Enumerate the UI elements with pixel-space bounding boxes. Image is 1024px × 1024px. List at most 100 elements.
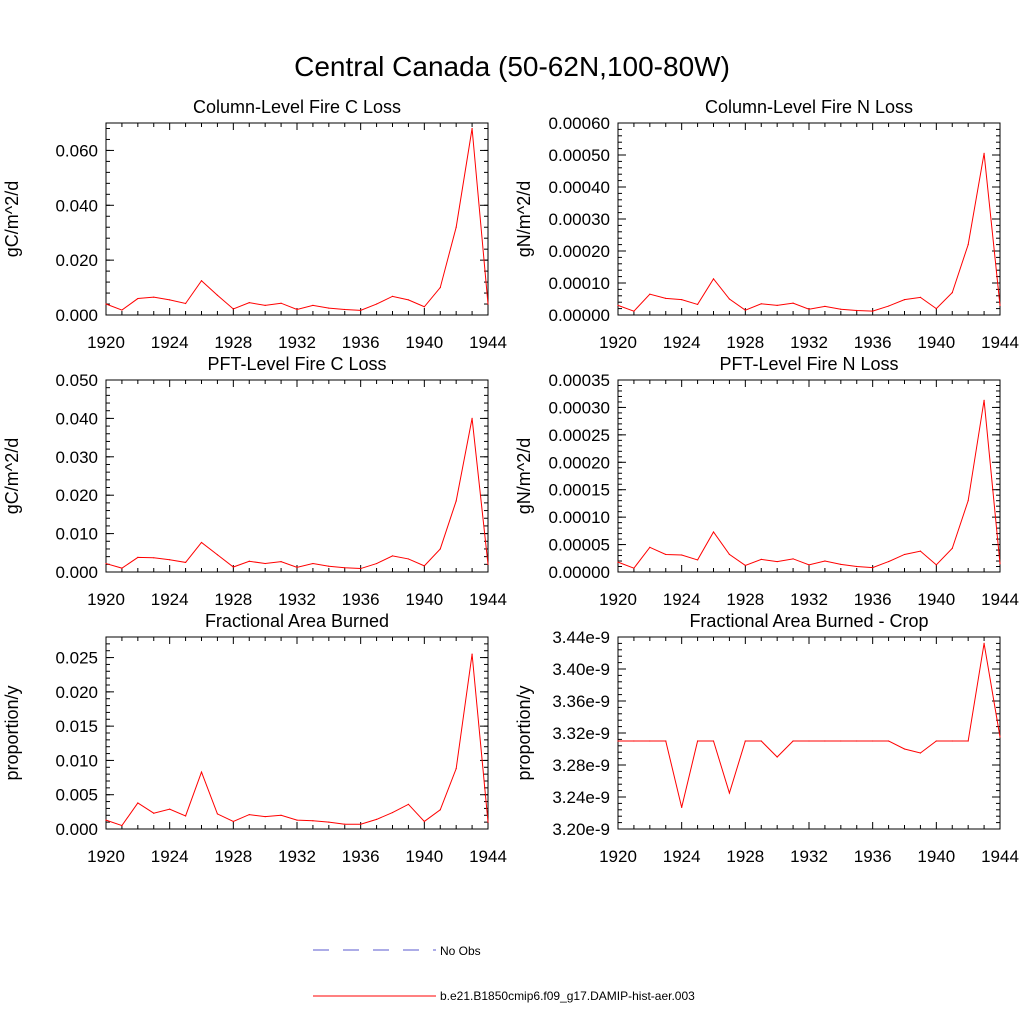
series-line [617,400,1001,569]
data-point [712,740,715,742]
data-point [681,554,683,556]
y-tick-label: 3.20e-9 [552,820,610,839]
data-point [808,308,810,310]
data-point [760,740,762,742]
x-tick-label: 1924 [663,590,701,609]
data-point [951,740,953,742]
data-point [935,740,937,742]
data-point [423,306,425,308]
y-axis-label: gN/m^2/d [514,181,534,257]
data-point [824,740,826,742]
y-tick-label: 0.040 [55,409,98,428]
data-point [121,824,123,827]
data-point [169,299,171,301]
data-point [439,548,441,550]
data-point [455,500,457,502]
x-tick-label: 1928 [726,847,764,866]
data-point [983,399,985,401]
data-point [728,792,731,794]
data-point [216,294,219,296]
x-tick-label: 1932 [790,333,828,352]
panel-title: PFT-Level Fire N Loss [719,354,898,374]
data-point [665,740,667,742]
data-point [840,308,842,310]
data-point [617,561,619,563]
x-tick-label: 1944 [469,333,507,352]
y-tick-label: 0.00000 [549,563,610,582]
data-point [808,564,810,566]
data-point [983,642,985,645]
x-tick-label: 1932 [278,590,316,609]
data-point [407,299,410,301]
data-point [487,563,489,565]
figure-title: Central Canada (50-62N,100-80W) [294,51,730,82]
y-tick-label: 0.020 [55,251,98,270]
plot-frame [617,379,1001,573]
legend-label-no-obs: No Obs [440,944,481,958]
x-tick-label: 1936 [342,333,380,352]
data-point [617,740,619,742]
data-point [153,812,155,814]
data-point [760,558,762,560]
panels-group: Column-Level Fire C Loss gC/m^2/d 1920 1924… [2,97,1019,866]
x-tick-label: 1928 [726,333,764,352]
x-tick-label: 1924 [663,333,701,352]
x-tick-label: 1932 [278,333,316,352]
x-tick-label: 1944 [981,590,1019,609]
data-point [169,808,171,810]
x-tick-label: 1940 [405,847,443,866]
y-tick-label: 0.000 [55,306,98,325]
data-point [375,562,378,565]
data-point [887,560,890,563]
data-point [391,555,394,557]
y-tick-label: 0.010 [55,751,98,770]
y-tick-label: 0.00030 [549,398,610,417]
data-point [951,292,953,294]
series-line [618,643,1001,808]
x-tick-label: 1936 [342,847,380,866]
data-point [232,820,234,823]
data-point [391,295,394,297]
y-tick-label: 0.00020 [549,453,610,472]
data-point [633,740,635,742]
panel-title: Fractional Area Burned - Crop [689,611,928,631]
x-tick-label: 1920 [599,590,637,609]
data-point [375,818,378,821]
data-point [728,553,731,556]
data-point [919,752,922,754]
x-tick-label: 1940 [405,333,443,352]
data-point [391,811,394,814]
x-tick-label: 1920 [599,847,637,866]
y-axis-label: proportion/y [2,685,22,780]
data-point [919,296,922,298]
data-point [840,740,842,742]
data-point [328,821,330,823]
x-tick-label: 1940 [917,333,955,352]
data-point [137,297,139,300]
x-tick-label: 1944 [981,847,1019,866]
x-tick-label: 1944 [981,333,1019,352]
data-point [696,740,699,742]
plot-frame [105,122,489,316]
data-point [455,226,457,228]
x-tick-label: 1940 [917,847,955,866]
y-tick-label: 0.060 [55,141,98,160]
data-point [360,823,362,825]
data-point [280,814,282,816]
x-tick-label: 1924 [151,333,189,352]
y-tick-label: 0.020 [55,683,98,702]
data-point [423,565,425,567]
data-point [216,554,219,556]
data-point [264,562,266,565]
data-point [903,553,906,556]
data-point [248,814,250,816]
data-point [471,417,473,419]
data-point [439,809,441,811]
data-point [121,309,123,311]
data-point [681,299,683,301]
y-tick-label: 0.00040 [549,178,610,197]
legend-label-model-run: b.e21.B1850cmip6.f09_g17.DAMIP-hist-aer.… [440,989,695,1003]
data-point [407,803,410,805]
data-point [153,296,155,298]
y-tick-label: 0.025 [55,649,98,668]
